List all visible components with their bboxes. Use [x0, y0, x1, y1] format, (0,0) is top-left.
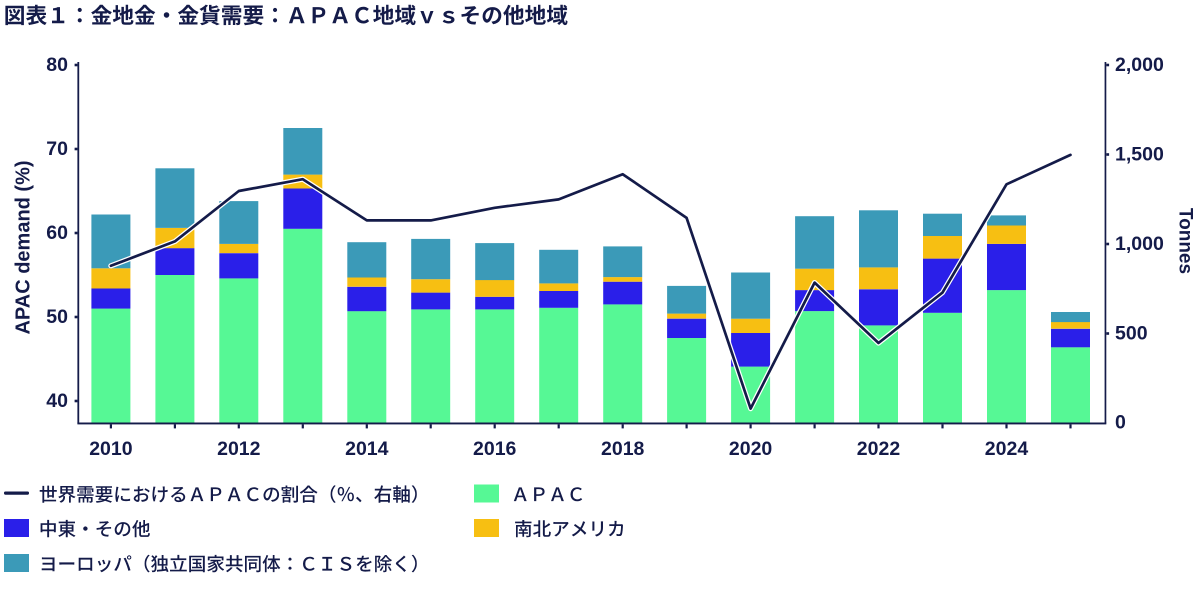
svg-text:2022: 2022 [857, 438, 901, 460]
svg-text:2016: 2016 [473, 438, 517, 460]
svg-text:70: 70 [46, 138, 68, 160]
svg-text:2012: 2012 [217, 438, 261, 460]
svg-text:2024: 2024 [985, 438, 1029, 460]
svg-text:2014: 2014 [345, 438, 389, 460]
svg-text:500: 500 [1115, 323, 1148, 345]
svg-text:2020: 2020 [729, 438, 773, 460]
svg-text:80: 80 [46, 54, 68, 76]
svg-text:1,000: 1,000 [1115, 233, 1164, 255]
svg-text:2010: 2010 [89, 438, 133, 460]
svg-text:0: 0 [1115, 412, 1126, 434]
svg-text:1,500: 1,500 [1115, 144, 1164, 166]
svg-text:2018: 2018 [601, 438, 645, 460]
svg-text:50: 50 [46, 306, 68, 328]
svg-text:40: 40 [46, 390, 68, 412]
svg-text:Tonnes: Tonnes [1175, 208, 1196, 274]
svg-text:APAC demand (%): APAC demand (%) [13, 160, 35, 334]
svg-text:2,000: 2,000 [1115, 54, 1164, 76]
svg-text:60: 60 [46, 222, 68, 244]
